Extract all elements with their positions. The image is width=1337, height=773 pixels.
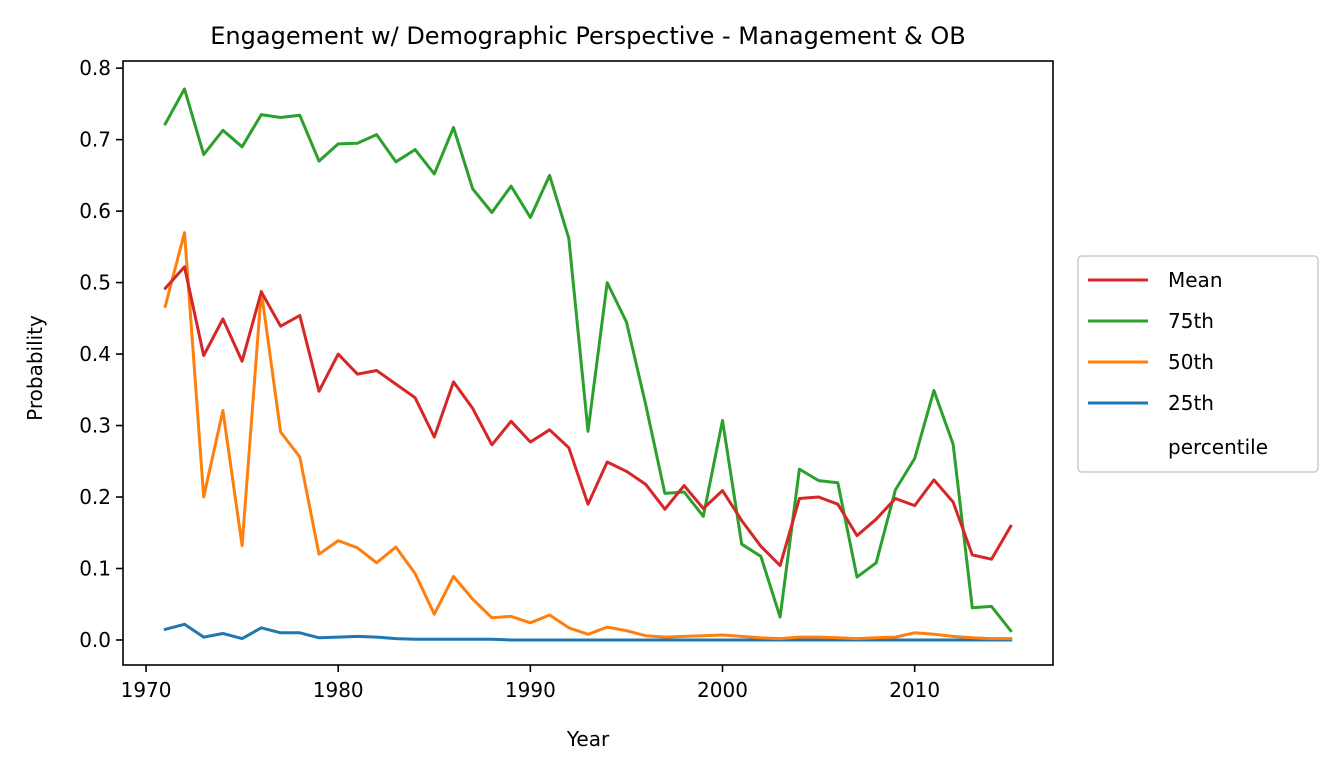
series-line-50th: [163, 231, 1013, 641]
x-axis-title: Year: [566, 727, 610, 751]
x-tick-label: 1980: [313, 678, 364, 702]
legend: Mean 75th 50th 25th percentile: [1077, 255, 1319, 473]
chart-title: Engagement w/ Demographic Perspective - …: [210, 22, 965, 50]
plot-lines: [163, 87, 1013, 642]
series-line-75th: [163, 87, 1013, 633]
plot-frame: [122, 60, 1054, 666]
x-tick-label: 2000: [697, 678, 748, 702]
y-tick-label: 0.4: [79, 342, 111, 366]
legend-label-25th: 25th: [1168, 391, 1214, 415]
legend-label-75th: 75th: [1168, 309, 1214, 333]
y-axis: 0.0 0.1 0.2 0.3 0.4 0.5 0.6 0.7 0.8: [79, 56, 123, 652]
series-line-mean: [163, 265, 1013, 568]
y-tick-label: 0.1: [79, 557, 111, 581]
y-tick-label: 0.6: [79, 199, 111, 223]
y-tick-label: 0.2: [79, 485, 111, 509]
y-axis-title: Probability: [23, 315, 47, 421]
legend-percentile-label: percentile: [1168, 435, 1268, 459]
x-tick-label: 1990: [505, 678, 556, 702]
y-tick-label: 0.7: [79, 128, 111, 152]
legend-label-mean: Mean: [1168, 268, 1223, 292]
legend-label-50th: 50th: [1168, 350, 1214, 374]
series-line-25th: [163, 622, 1013, 642]
y-tick-label: 0.8: [79, 56, 111, 80]
legend-box: [1077, 255, 1319, 473]
x-tick-label: 2010: [889, 678, 940, 702]
x-axis: 1970 1980 1990 2000 2010: [121, 665, 940, 702]
y-tick-label: 0.3: [79, 414, 111, 438]
y-tick-label: 0.5: [79, 271, 111, 295]
x-tick-label: 1970: [121, 678, 172, 702]
y-tick-label: 0.0: [79, 628, 111, 652]
